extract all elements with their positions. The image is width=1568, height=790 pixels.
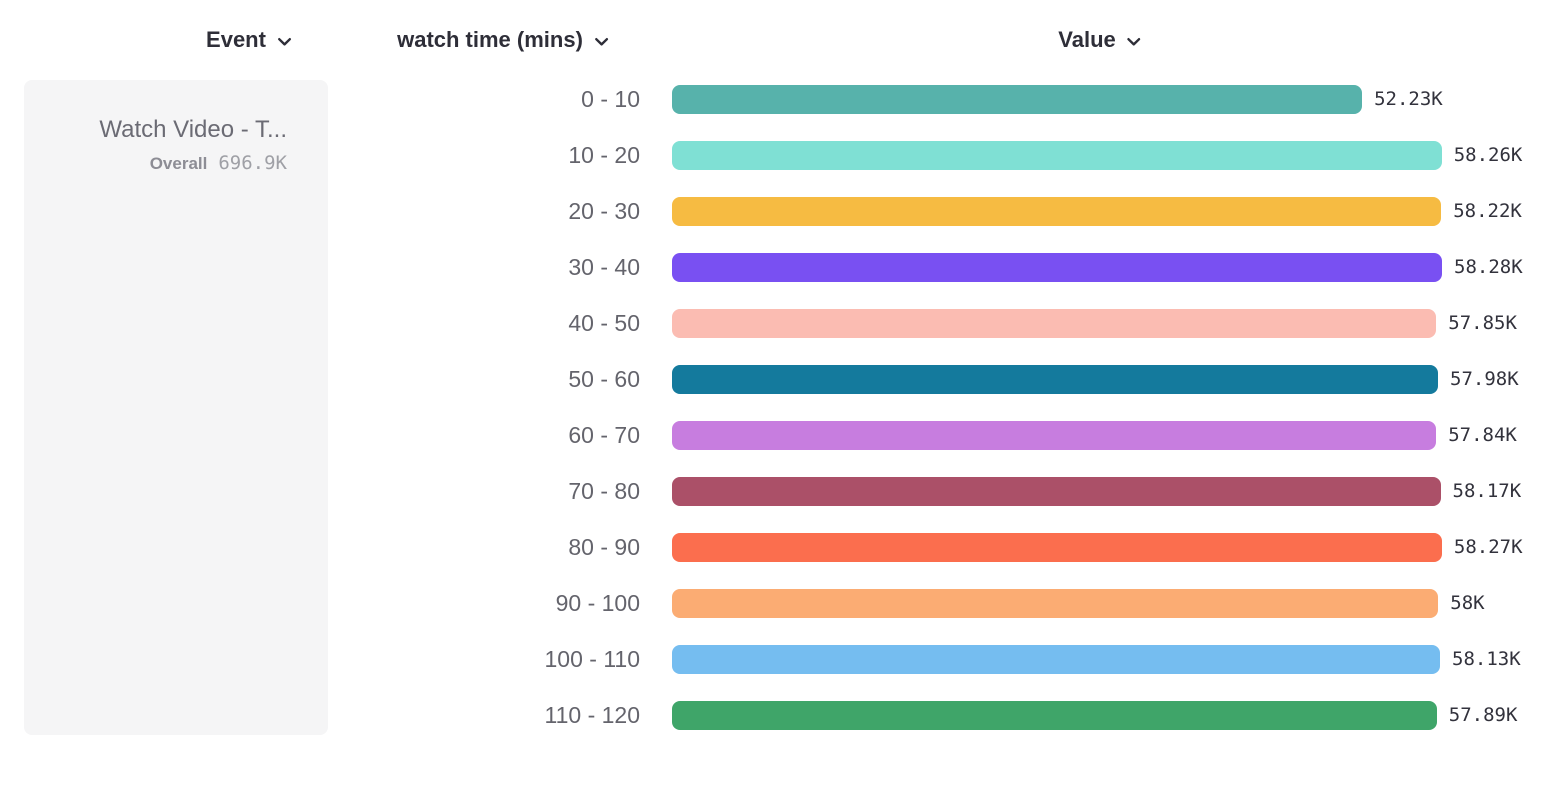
- event-card-text: Watch Video - T... Overall 696.9K: [99, 113, 287, 177]
- bar-segment[interactable]: [672, 476, 1441, 506]
- category-label: 100 - 110: [544, 645, 640, 672]
- value-label: 57.89K: [1448, 704, 1518, 726]
- event-column-dropdown[interactable]: Event: [206, 27, 292, 53]
- value-label: 57.98K: [1450, 368, 1519, 390]
- chart-row: 40 - 50 57.85K: [0, 295, 1568, 351]
- category-label: 0 - 10: [581, 85, 640, 112]
- bar-segment[interactable]: [672, 196, 1442, 226]
- category-label: 60 - 70: [568, 421, 640, 448]
- chart-row: 0 - 10 52.23K: [0, 71, 1568, 127]
- bar-segment[interactable]: [672, 644, 1440, 674]
- value-label: 58.28K: [1454, 256, 1523, 278]
- chart-row: 90 - 100 58K: [0, 575, 1568, 631]
- chart-row: 60 - 70 57.84K: [0, 407, 1568, 463]
- value-label: 58.22K: [1453, 200, 1522, 222]
- category-label: 70 - 80: [568, 477, 640, 504]
- value-label: 58.17K: [1452, 480, 1522, 502]
- bar-segment[interactable]: [672, 588, 1439, 618]
- value-column-dropdown[interactable]: Value: [1058, 27, 1141, 53]
- category-label: 50 - 60: [568, 365, 640, 392]
- bar-segment[interactable]: [672, 420, 1437, 450]
- value-label: 58.27K: [1453, 536, 1523, 558]
- value-label: 52.23K: [1374, 88, 1443, 110]
- bar-segment[interactable]: [672, 700, 1437, 730]
- category-label: 110 - 120: [544, 701, 640, 728]
- bar-segment[interactable]: [672, 140, 1442, 170]
- event-overall-row: Overall 696.9K: [99, 151, 287, 177]
- chevron-down-icon: [594, 38, 608, 46]
- value-label: 57.85K: [1448, 312, 1517, 334]
- bar-segment[interactable]: [672, 252, 1442, 282]
- chart-row: 110 - 120 57.89K: [0, 687, 1568, 743]
- breakdown-column-label: watch time (mins): [397, 27, 583, 52]
- category-label: 40 - 50: [568, 309, 640, 336]
- bar-segment[interactable]: [672, 84, 1363, 114]
- category-label: 30 - 40: [568, 253, 640, 280]
- category-label: 20 - 30: [568, 197, 640, 224]
- chart-row: 20 - 30 58.22K: [0, 183, 1568, 239]
- chevron-down-icon: [1127, 38, 1141, 46]
- value-label: 58.13K: [1452, 648, 1521, 670]
- event-column-label: Event: [206, 27, 266, 52]
- chart-row: 50 - 60 57.98K: [0, 351, 1568, 407]
- value-column-label: Value: [1058, 27, 1116, 52]
- overall-value: 696.9K: [218, 152, 287, 174]
- event-title: Watch Video - T...: [99, 116, 287, 143]
- event-card[interactable]: Watch Video - T... Overall 696.9K: [24, 80, 328, 735]
- category-label: 10 - 20: [568, 141, 640, 168]
- bar-segment[interactable]: [672, 308, 1437, 338]
- chart-row: 80 - 90 58.27K: [0, 519, 1568, 575]
- chart-row: 30 - 40 58.28K: [0, 239, 1568, 295]
- chart-row: 70 - 80 58.17K: [0, 463, 1568, 519]
- chart-row: 10 - 20 58.26K: [0, 127, 1568, 183]
- bar-segment[interactable]: [672, 532, 1442, 562]
- chevron-down-icon: [277, 38, 291, 46]
- value-label: 57.84K: [1448, 424, 1517, 446]
- category-label: 90 - 100: [555, 589, 640, 616]
- overall-label: Overall: [149, 154, 208, 173]
- bar-segment[interactable]: [672, 364, 1438, 394]
- bar-chart: 0 - 10 52.23K 10 - 20 58.26K 20 - 30 58.22K 30…: [0, 71, 1568, 743]
- chart-row: 100 - 110 58.13K: [0, 631, 1568, 687]
- value-label: 58.26K: [1453, 144, 1523, 166]
- category-label: 80 - 90: [568, 533, 640, 560]
- breakdown-column-dropdown[interactable]: watch time (mins): [397, 27, 609, 53]
- value-label: 58K: [1450, 592, 1485, 614]
